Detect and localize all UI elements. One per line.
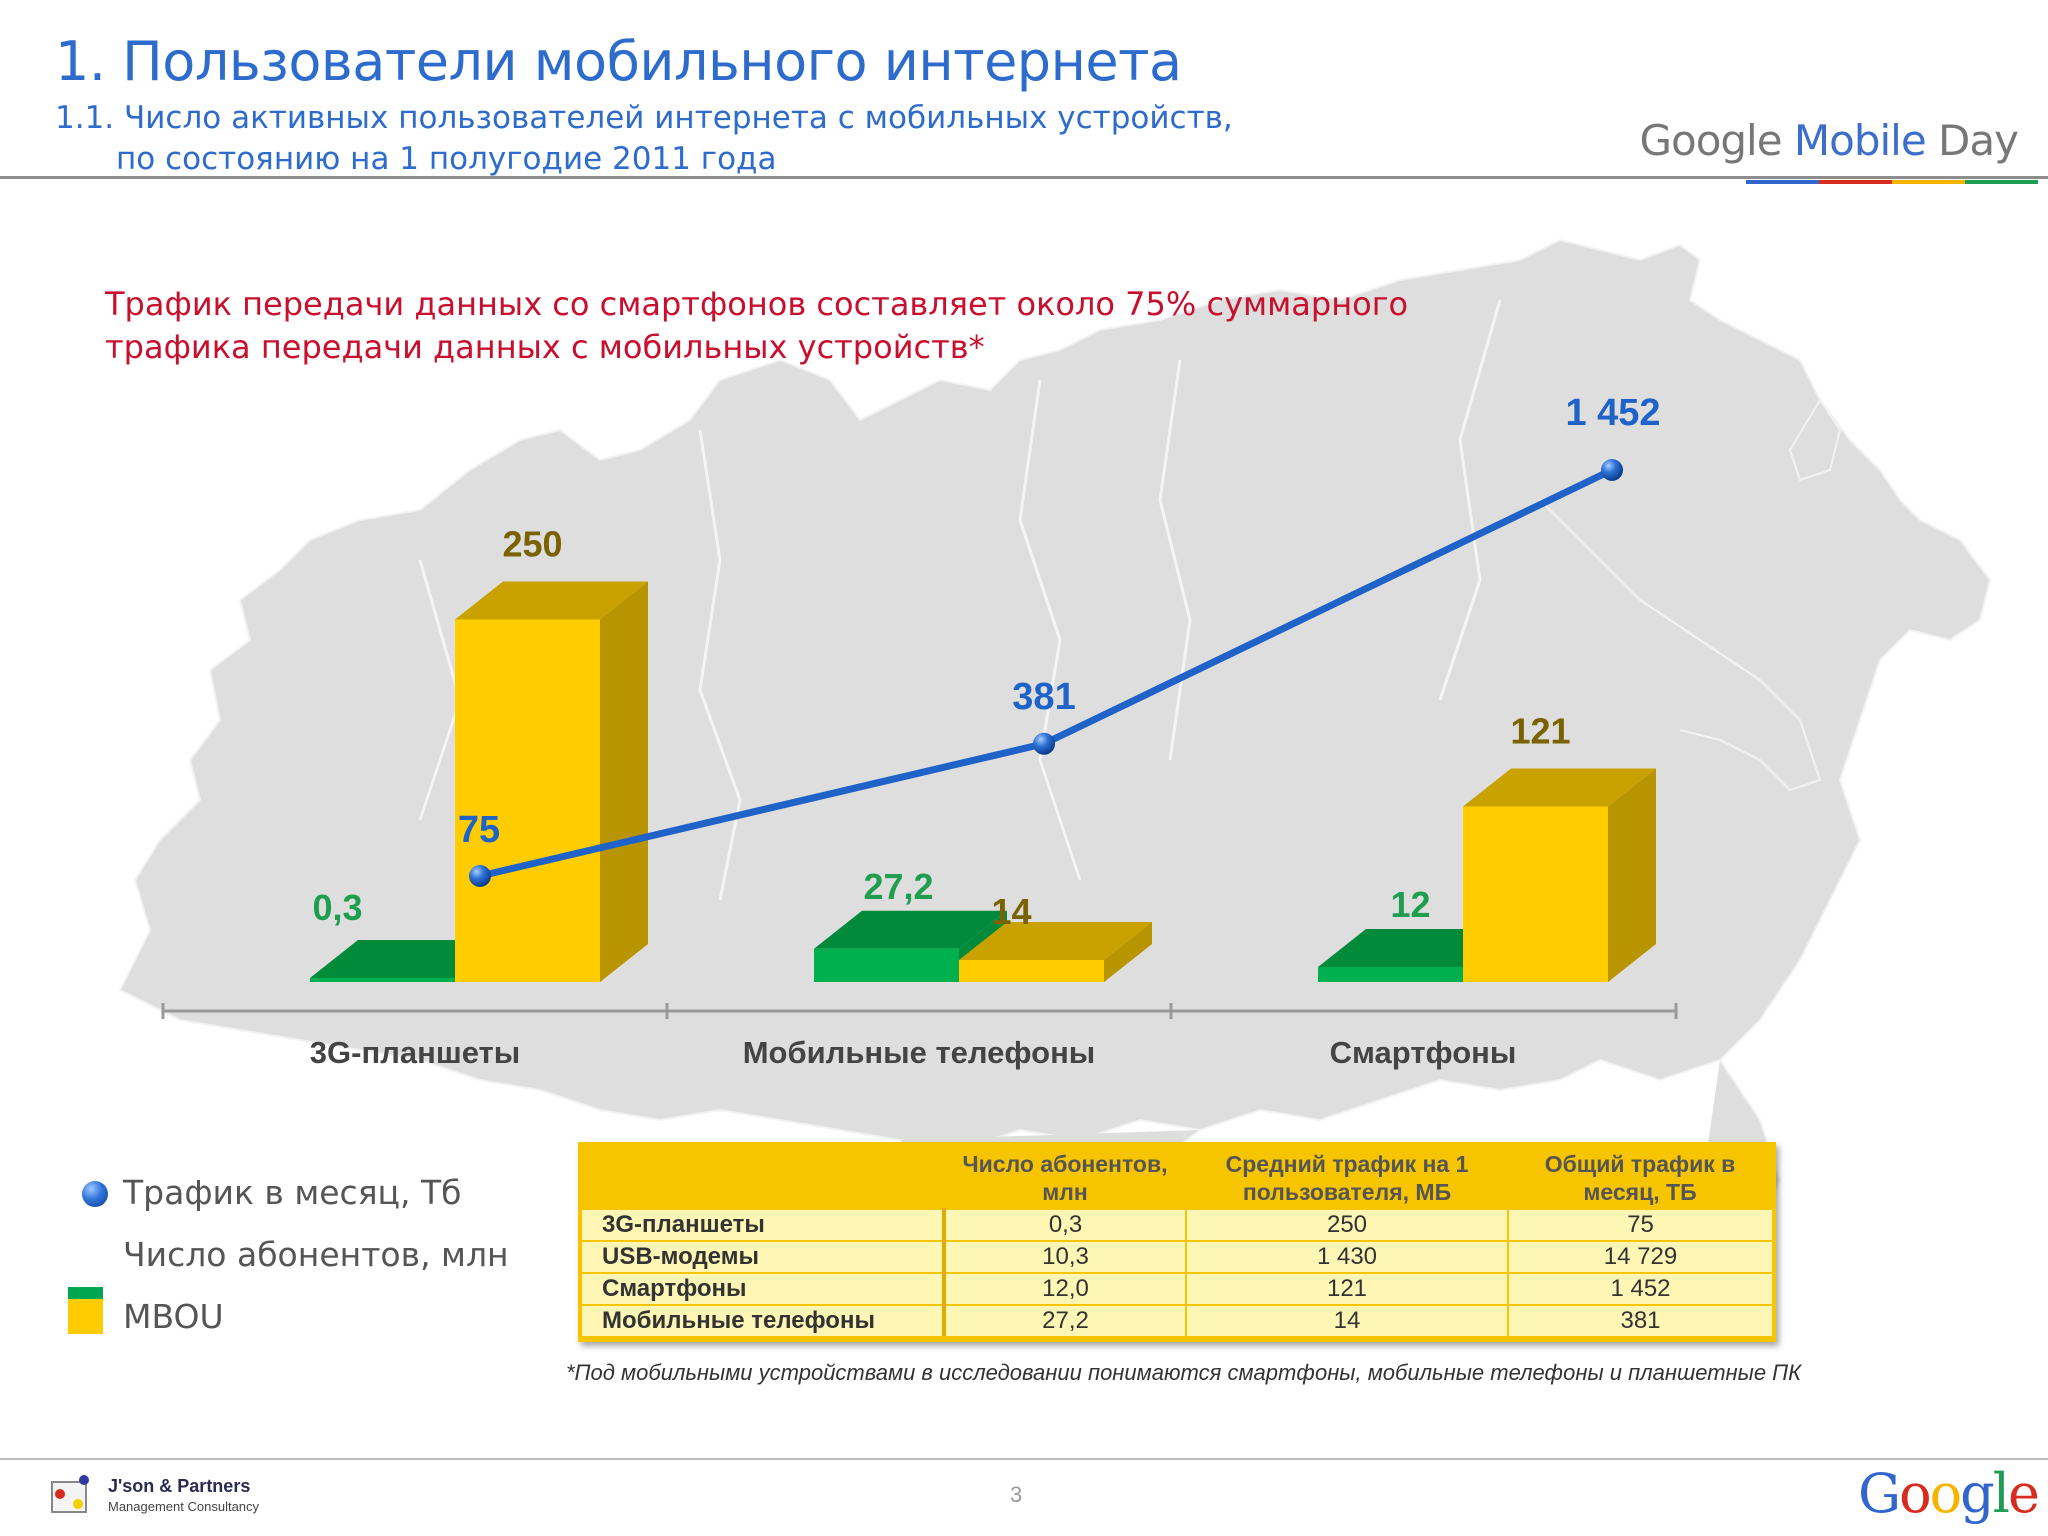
legend-label: Трафик в месяц, Тб: [123, 1173, 462, 1212]
category-label: Смартфоны: [1330, 1035, 1517, 1070]
label-traffic: 1 452: [1565, 392, 1660, 434]
table-cell: 1 452: [1507, 1272, 1774, 1305]
table-header: Общий трафик в месяц, ТБ: [1508, 1144, 1774, 1209]
table-row: USB-модемы 10,3 1 430 14 729: [580, 1240, 1774, 1273]
company-subtitle: Management Consultancy: [108, 1499, 260, 1514]
brand-day: Day: [1925, 116, 2019, 165]
x-axis: [161, 1003, 1678, 1019]
table-header: Средний трафик на 1 пользователя, МБ: [1186, 1144, 1508, 1209]
legend-label: Число абонентов, млн: [123, 1235, 509, 1274]
table-header: Число абонентов, млн: [944, 1144, 1186, 1209]
label-mbou: 250: [502, 524, 562, 565]
brand-google: Google: [1639, 116, 1794, 165]
google-logo: Google: [1858, 1462, 2040, 1525]
bar-mbou-2-side: [1608, 768, 1656, 982]
table-cell: USB-модемы: [580, 1240, 944, 1273]
traffic-point: [469, 865, 491, 887]
bar-subscribers-0-front: [310, 978, 455, 982]
blue-sphere-icon: [82, 1181, 108, 1207]
bar-mbou-1-top: [959, 922, 1152, 960]
table-cell: 75: [1507, 1208, 1774, 1241]
label-traffic: 75: [458, 809, 500, 851]
bar-mbou-2-front: [1463, 806, 1608, 982]
google-mobile-day-logo: Google Mobile Day: [1639, 116, 2019, 165]
table-cell: Смартфоны: [580, 1272, 944, 1305]
google-letter: l: [1992, 1462, 2010, 1525]
bar-mbou-0-top: [455, 581, 648, 620]
google-letter: G: [1858, 1462, 1901, 1525]
table-cell: 12,0: [942, 1272, 1186, 1305]
label-mbou: 121: [1510, 711, 1570, 752]
table-row: Мобильные телефоны 27,2 14 381: [580, 1304, 1774, 1342]
footer-divider: [0, 1458, 2048, 1460]
header-divider: [0, 176, 2048, 179]
bar-mbou-1: [959, 922, 1152, 982]
footnote: *Под мобильными устройствами в исследова…: [566, 1360, 1802, 1385]
bar-mbou-0-side: [600, 581, 648, 982]
table-cell: 250: [1185, 1208, 1508, 1241]
bar-mbou-0: [455, 581, 648, 982]
subtitle-line-1: 1.1. Число активных пользователей интерн…: [55, 100, 1233, 136]
bar-subscribers-1-top: [814, 910, 1007, 949]
label-mbou: 14: [991, 891, 1031, 932]
table-header: [580, 1144, 944, 1209]
bar-subscribers-1-front: [814, 948, 959, 982]
label-subscribers: 27,2: [863, 866, 933, 907]
table-cell: 121: [1185, 1272, 1508, 1305]
headline-line-2: трафика передачи данных с мобильных устр…: [105, 328, 985, 366]
label-traffic: 381: [1012, 676, 1075, 718]
bar-mbou-1-front: [959, 960, 1104, 982]
line-layer: [469, 459, 1623, 887]
google-letter: o: [1929, 1462, 1962, 1525]
headline-line-1: Трафик передачи данных со смартфонов сос…: [105, 285, 1409, 323]
bar-subscribers-2-top: [1318, 929, 1511, 967]
table-cell: 10,3: [942, 1240, 1186, 1273]
category-label: Мобильные телефоны: [743, 1035, 1096, 1070]
jsonpartners-logo-icon: [51, 1475, 89, 1513]
label-subscribers: 12: [1390, 884, 1430, 925]
category-label: 3G-планшеты: [310, 1035, 520, 1070]
google-letter: g: [1960, 1462, 1995, 1525]
page-subtitle: 1.1. Число активных пользователей интерн…: [55, 98, 1233, 180]
bar-mbou-2: [1463, 768, 1656, 982]
table-cell: Мобильные телефоны: [580, 1304, 944, 1342]
table-cell: 381: [1507, 1304, 1774, 1342]
table-cell: 0,3: [942, 1208, 1186, 1241]
table-cell: 14: [1185, 1304, 1508, 1342]
traffic-point: [1033, 732, 1055, 755]
company-name: J'son & Partners: [108, 1476, 251, 1496]
bar-mbou-1-side: [1104, 922, 1152, 982]
bars-layer: [310, 581, 1656, 982]
google-letter: o: [1899, 1462, 1931, 1525]
google-letter: e: [2008, 1462, 2040, 1525]
yellow-square-icon: [68, 1299, 103, 1334]
bar-mbou-0-front: [455, 619, 600, 982]
page-number: 3: [1010, 1482, 1023, 1507]
table-cell: 27,2: [942, 1304, 1186, 1342]
table-cell: 14 729: [1507, 1240, 1774, 1273]
headline: Трафик передачи данных со смартфонов сос…: [105, 283, 1408, 369]
table-cell: 1 430: [1185, 1240, 1508, 1273]
bar-subscribers-2-front: [1318, 967, 1463, 982]
bar-subscribers-0-top: [310, 940, 503, 978]
labels-layer: 0,3 250 3G-планшеты 27,2 14 Мобильные телефон…: [310, 392, 1661, 1070]
table-row: Смартфоны 12,0 121 1 452: [580, 1272, 1774, 1305]
table-cell: 3G-планшеты: [580, 1208, 944, 1241]
legend-label: MBOU: [123, 1297, 224, 1336]
brand-color-stripe: [1746, 180, 2038, 184]
table-header-row: Число абонентов, млн Средний трафик на 1…: [580, 1144, 1774, 1209]
table-row: 3G-планшеты 0,3 250 75: [580, 1208, 1774, 1241]
page-title: 1. Пользователи мобильного интернета: [55, 30, 1182, 93]
data-table: Число абонентов, млн Средний трафик на 1…: [578, 1142, 1776, 1342]
traffic-line: [479, 466, 1614, 880]
bar-mbou-2-top: [1463, 768, 1656, 807]
subtitle-line-2: по состоянию на 1 полугодие 2011 года: [116, 141, 777, 177]
traffic-point: [1601, 459, 1623, 481]
label-subscribers: 0,3: [312, 887, 362, 928]
brand-mobile: Mobile: [1793, 116, 1927, 165]
